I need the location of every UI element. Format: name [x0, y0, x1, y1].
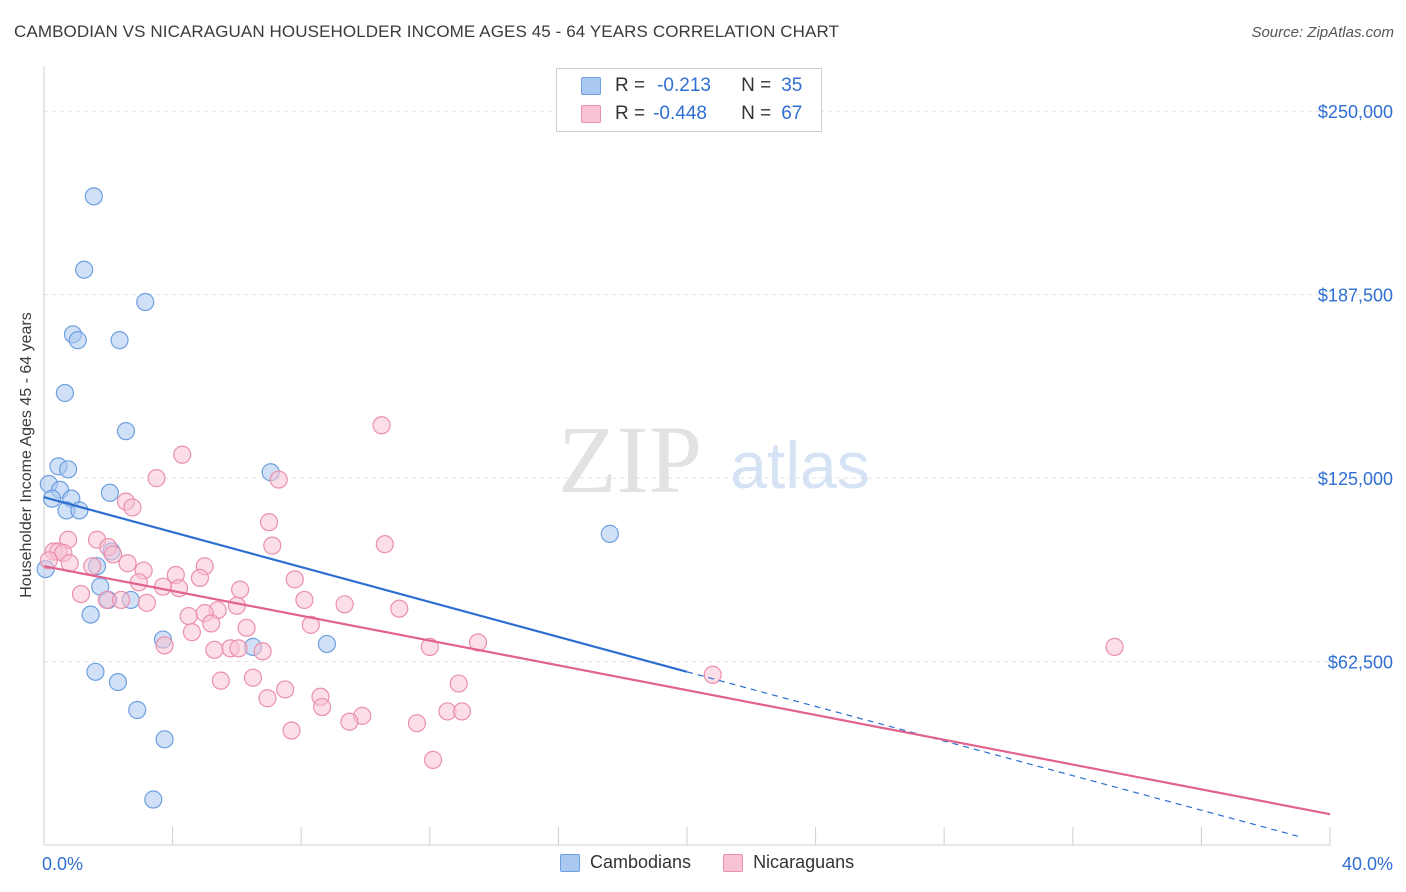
legend-item-cambodians[interactable]: Cambodians: [560, 852, 691, 873]
nicaraguan-point: [137, 593, 156, 612]
nicaraguan-point: [153, 577, 173, 596]
nicaraguans-points: [39, 416, 1124, 769]
cambodians-trendline: [43, 496, 688, 673]
cambodian-point: [84, 187, 103, 206]
nicaraguan-point: [104, 545, 123, 564]
cambodian-point: [110, 331, 129, 350]
nicaraguans-trendline: [43, 565, 1331, 816]
nicaraguan-point: [372, 416, 391, 435]
nicaraguan-point: [282, 721, 301, 740]
nicaraguan-point: [375, 535, 394, 554]
stats-legend: R = -0.213 N = 35 R = -0.448 N = 67: [556, 68, 822, 132]
nicaraguan-point: [231, 580, 250, 599]
cambodian-point: [317, 634, 337, 654]
nicaraguan-point: [155, 636, 174, 655]
legend-n-value: 35: [781, 75, 803, 96]
nicaraguan-point: [243, 668, 263, 687]
x-tick-label: 0.0%: [42, 854, 83, 874]
cambodian-point: [128, 700, 147, 720]
nicaraguan-point: [423, 750, 443, 769]
legend-n-label: N =: [741, 103, 772, 124]
cambodian-point: [600, 524, 619, 543]
nicaraguan-point: [312, 697, 332, 717]
cambodian-point: [68, 331, 87, 350]
nicaraguan-point: [173, 445, 192, 464]
y-tick-label: $62,500: [1328, 653, 1393, 673]
cambodian-point: [116, 422, 136, 441]
legend-row-cambodians: R = -0.213 N = 35: [581, 73, 802, 99]
y-tick-label: $250,000: [1318, 102, 1393, 122]
nicaraguan-point: [179, 606, 198, 626]
nicaraguan-point: [123, 498, 142, 517]
nicaraguan-point: [269, 470, 288, 489]
nicaraguan-point: [237, 618, 256, 637]
nicaraguan-point: [703, 665, 722, 684]
cambodian-point: [81, 605, 100, 624]
nicaraguan-point: [83, 557, 102, 576]
nicaraguan-point: [1105, 637, 1124, 656]
cambodian-point: [136, 292, 155, 312]
legend-row-nicaraguans: R = -0.448 N = 67: [581, 101, 802, 127]
nicaraguan-point: [258, 689, 277, 708]
nicaraguan-point: [263, 536, 282, 555]
nicaraguan-point: [71, 584, 91, 604]
cambodian-point: [108, 673, 128, 692]
nicaraguan-point: [285, 570, 304, 589]
legend-r-label: R =: [615, 75, 646, 96]
legend-r-label: R =: [615, 103, 646, 124]
cambodians-points: [36, 187, 619, 809]
legend-item-nicaraguans[interactable]: Nicaraguans: [723, 852, 854, 873]
legend-r-value: -0.448: [653, 103, 707, 124]
chart-title: CAMBODIAN VS NICARAGUAN HOUSEHOLDER INCO…: [14, 22, 840, 41]
y-tick-label: $187,500: [1318, 286, 1393, 306]
nicaraguan-point: [449, 674, 468, 693]
series-legend: Cambodians Nicaraguans: [560, 852, 886, 873]
cambodian-point: [86, 662, 105, 681]
cambodian-point: [100, 483, 120, 502]
nicaraguan-point: [301, 615, 320, 634]
nicaraguan-point: [335, 595, 354, 614]
cambodian-point: [59, 460, 78, 479]
nicaraguan-point: [227, 596, 246, 615]
nicaraguan-point: [39, 551, 58, 570]
legend-swatch-nicaraguans: [723, 853, 744, 872]
nicaraguan-point: [205, 640, 224, 659]
nicaraguan-point: [118, 554, 137, 573]
nicaraguan-point: [420, 637, 439, 656]
legend-n-label: N =: [741, 75, 772, 96]
cambodian-point: [155, 730, 174, 749]
nicaraguan-point: [229, 639, 248, 658]
legend-swatch-cambodians: [581, 77, 601, 95]
nicaraguan-point: [295, 590, 314, 610]
nicaraguan-point: [182, 623, 201, 642]
legend-label-cambodians: Cambodians: [590, 852, 692, 872]
watermark-zip: ZIP: [558, 406, 702, 513]
nicaraguan-point: [253, 642, 272, 661]
watermark-atlas: atlas: [730, 428, 869, 502]
nicaraguan-point: [259, 513, 279, 532]
legend-label-nicaraguans: Nicaraguans: [753, 852, 855, 872]
legend-swatch-cambodians: [560, 853, 580, 872]
nicaraguan-point: [190, 568, 210, 588]
legend-swatch-nicaraguans: [581, 105, 601, 123]
nicaraguan-point: [390, 599, 409, 618]
nicaraguan-point: [211, 671, 230, 690]
cambodian-point: [55, 383, 74, 403]
nicaraguan-point: [112, 590, 131, 610]
nicaraguan-point: [452, 702, 472, 721]
y-tick-label: $125,000: [1318, 469, 1393, 489]
legend-r-value: -0.213: [657, 75, 711, 96]
nicaraguan-point: [147, 469, 166, 488]
nicaraguan-point: [202, 614, 221, 633]
source-label: Source: ZipAtlas.com: [1251, 24, 1394, 41]
cambodian-point: [144, 790, 163, 809]
x-tick-label: 40.0%: [1342, 854, 1393, 874]
nicaraguan-point: [276, 680, 295, 699]
legend-n-value: 67: [781, 103, 803, 124]
cambodians-trendline-extension: [686, 671, 1299, 837]
nicaraguan-point: [340, 712, 359, 731]
nicaraguan-point: [407, 714, 427, 733]
cambodian-point: [75, 260, 94, 279]
